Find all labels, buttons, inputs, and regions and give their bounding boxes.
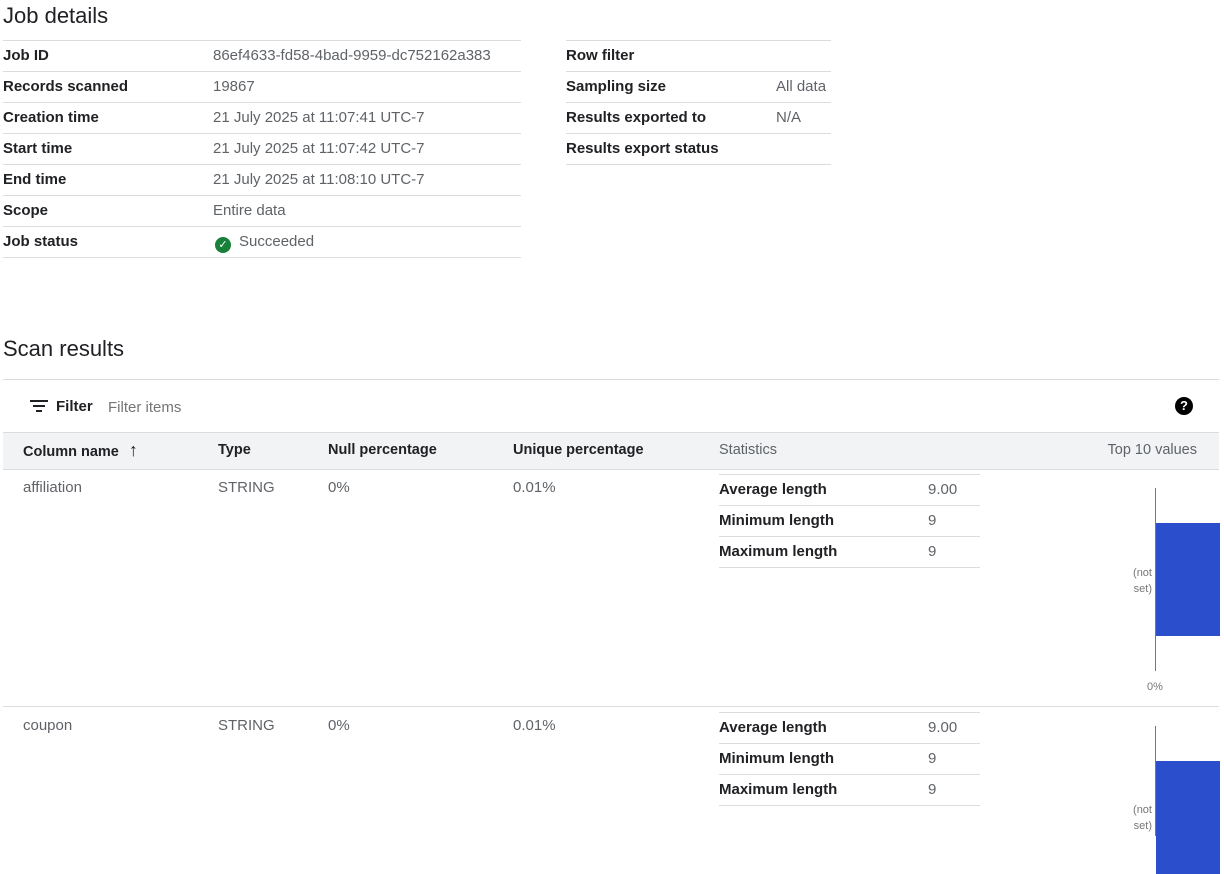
records-value: 19867 xyxy=(213,78,255,95)
stat-value: 9 xyxy=(928,750,937,767)
stat-value: 9.00 xyxy=(928,719,958,736)
label: Creation time xyxy=(3,109,99,126)
job-details-right: Row filter Sampling size All data Results… xyxy=(566,40,831,165)
label: Records scanned xyxy=(3,78,129,95)
detail-row: Results export status xyxy=(566,134,831,165)
job-id-value: 86ef4633-fd58-4bad-9959-dc752162a383 xyxy=(213,47,491,64)
arrow-up-icon: ↑ xyxy=(128,440,138,460)
scope-value: Entire data xyxy=(213,202,286,219)
detail-row: Records scanned 19867 xyxy=(3,72,521,103)
header-label: Column name xyxy=(23,444,119,460)
detail-row: End time 21 July 2025 at 11:08:10 UTC-7 xyxy=(3,165,521,196)
null-pct: 0% xyxy=(328,479,350,496)
filter-icon xyxy=(30,400,48,412)
value: N/A xyxy=(776,109,802,126)
unique-pct: 0.01% xyxy=(513,479,556,496)
filter-button[interactable]: Filter xyxy=(30,396,93,416)
axis-tick-label: 0% xyxy=(1147,681,1163,693)
detail-row: Job status ✓ Succeeded xyxy=(3,227,521,258)
chart-axis xyxy=(1155,726,1156,836)
stat-label: Minimum length xyxy=(719,512,834,529)
detail-row: Results exported to N/A xyxy=(566,103,831,134)
statistics-table: Average length 9.00 Minimum length 9 Maxim… xyxy=(719,712,980,806)
divider xyxy=(3,379,1219,380)
top-value-bar[interactable] xyxy=(1156,523,1220,636)
stat-row: Minimum length 9 xyxy=(719,506,980,537)
job-details-title: Job details xyxy=(3,3,109,28)
label: Start time xyxy=(3,140,73,157)
statistics-table: Average length 9.00 Minimum length 9 Maxim… xyxy=(719,474,980,568)
detail-row: Scope Entire data xyxy=(3,196,521,227)
detail-row: Row filter xyxy=(566,41,831,72)
column-name: coupon xyxy=(23,717,73,734)
filter-label: Filter xyxy=(56,397,93,415)
stat-label: Maximum length xyxy=(719,543,838,560)
table-header xyxy=(3,432,1219,470)
status-text: Succeeded xyxy=(239,233,315,250)
column-name: affiliation xyxy=(23,479,82,496)
check-circle-icon: ✓ xyxy=(215,237,231,253)
stat-label: Maximum length xyxy=(719,781,838,798)
col-top-values: Top 10 values xyxy=(1107,442,1197,458)
stat-value: 9 xyxy=(928,512,937,529)
label: Sampling size xyxy=(566,78,667,95)
filter-input[interactable] xyxy=(106,395,510,419)
stat-label: Minimum length xyxy=(719,750,834,767)
label: Scope xyxy=(3,202,49,219)
table-row xyxy=(3,469,1219,707)
null-pct: 0% xyxy=(328,717,350,734)
col-statistics: Statistics xyxy=(719,442,778,458)
scan-results-title: Scan results xyxy=(3,336,125,361)
label: Results exported to xyxy=(566,109,707,126)
label: End time xyxy=(3,171,67,188)
stat-row: Maximum length 9 xyxy=(719,537,980,568)
chart-axis xyxy=(1155,488,1156,671)
stat-label: Average length xyxy=(719,719,827,736)
stat-row: Minimum length 9 xyxy=(719,744,980,775)
stat-value: 9 xyxy=(928,781,937,798)
col-column-name[interactable]: Column name ↑ xyxy=(23,432,138,469)
col-type[interactable]: Type xyxy=(218,442,251,458)
detail-row: Creation time 21 July 2025 at 11:07:41 UT… xyxy=(3,103,521,134)
label: Row filter xyxy=(566,47,635,64)
stat-value: 9 xyxy=(928,543,937,560)
job-details-left: Job ID 86ef4633-fd58-4bad-9959-dc752162a3… xyxy=(3,40,521,258)
value: All data xyxy=(776,78,827,95)
label: Job status xyxy=(3,233,79,250)
col-null[interactable]: Null percentage xyxy=(328,442,437,458)
stat-row: Average length 9.00 xyxy=(719,474,980,506)
label: Results export status xyxy=(566,140,719,157)
label: Job ID xyxy=(3,47,49,64)
stat-row: Average length 9.00 xyxy=(719,712,980,744)
column-type: STRING xyxy=(218,479,275,496)
stat-label: Average length xyxy=(719,481,827,498)
detail-row: Sampling size All data xyxy=(566,72,831,103)
creation-value: 21 July 2025 at 11:07:41 UTC-7 xyxy=(213,109,425,126)
help-icon[interactable]: ? xyxy=(1175,397,1193,415)
stat-row: Maximum length 9 xyxy=(719,775,980,806)
bar-label: (not set) xyxy=(1133,804,1152,832)
status-value: ✓ Succeeded xyxy=(213,227,314,257)
detail-row: Start time 21 July 2025 at 11:07:42 UTC-7 xyxy=(3,134,521,165)
unique-pct: 0.01% xyxy=(513,717,556,734)
top-value-bar[interactable] xyxy=(1156,761,1220,874)
col-unique[interactable]: Unique percentage xyxy=(513,442,644,458)
start-value: 21 July 2025 at 11:07:42 UTC-7 xyxy=(213,140,425,157)
end-value: 21 July 2025 at 11:08:10 UTC-7 xyxy=(213,171,425,188)
stat-value: 9.00 xyxy=(928,481,958,498)
detail-row: Job ID 86ef4633-fd58-4bad-9959-dc752162a3… xyxy=(3,41,521,72)
column-type: STRING xyxy=(218,717,275,734)
bar-label: (not set) xyxy=(1133,567,1152,595)
